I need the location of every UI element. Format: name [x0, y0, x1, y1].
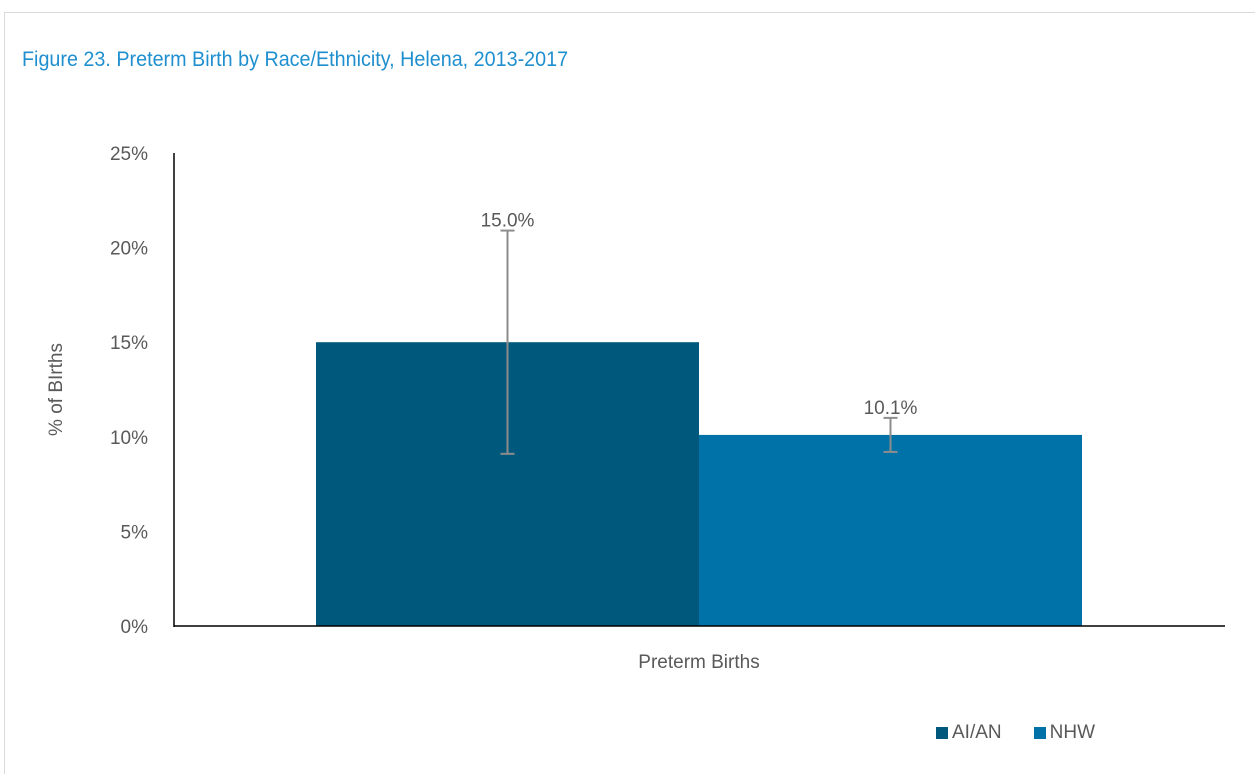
y-tick-label: 0%: [121, 617, 149, 638]
legend-item-aian: AI/AN: [936, 722, 1002, 744]
data-label: 10.1%: [864, 398, 918, 419]
figure-title: Figure 23. Preterm Birth by Race/Ethnici…: [22, 48, 569, 71]
legend-swatch-nhw: [1033, 727, 1046, 739]
x-category-label: Preterm Births: [638, 652, 759, 673]
chart-frame: [4, 12, 1255, 774]
data-label: 15.0%: [481, 211, 535, 232]
y-tick-label: 20%: [110, 239, 148, 260]
y-tick-label: 10%: [110, 428, 148, 449]
legend-item-nhw: NHW: [1033, 722, 1096, 744]
legend-swatch-aian: [936, 727, 948, 739]
bar-nhw: [699, 434, 1082, 626]
y-axis-title: % of BIrths: [46, 343, 67, 436]
legend: AI/AN NHW: [936, 722, 1127, 744]
legend-label-nhw: NHW: [1049, 722, 1096, 743]
y-tick-label: 5%: [121, 522, 149, 543]
y-tick-label: 15%: [110, 333, 148, 354]
y-tick-label: 25%: [110, 144, 148, 165]
legend-label-aian: AI/AN: [952, 722, 1002, 743]
